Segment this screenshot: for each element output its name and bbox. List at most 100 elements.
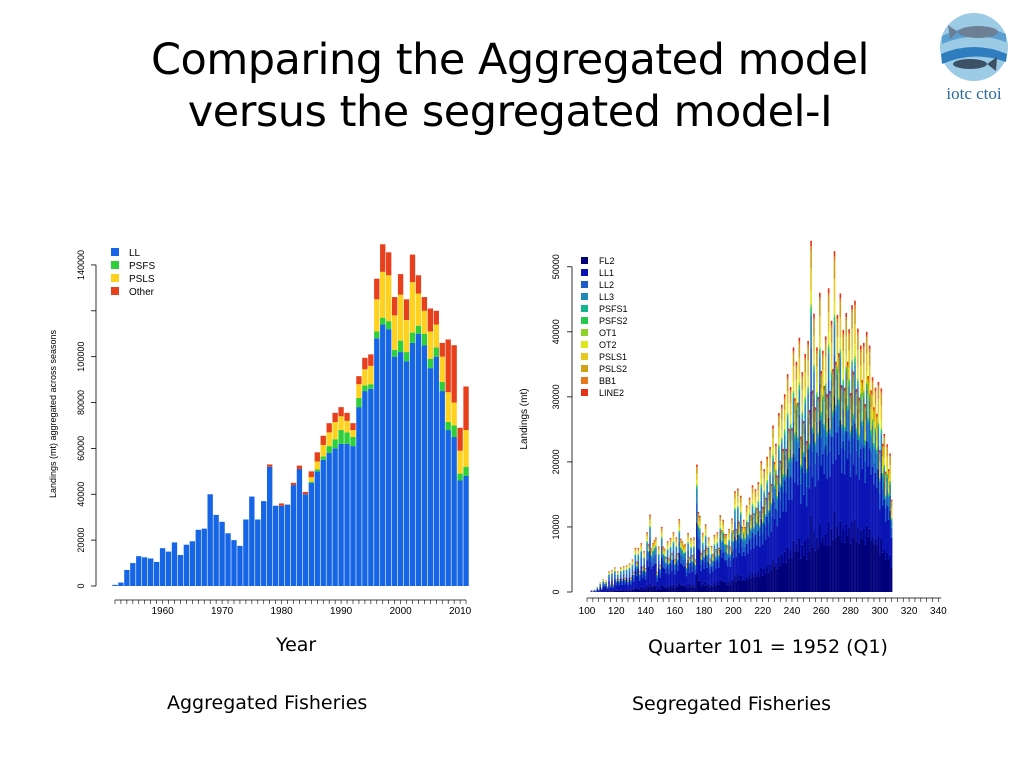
bar-segment-bb1 [782, 451, 785, 453]
bar-segment-psls2 [848, 336, 850, 351]
bar-segment-ll2 [835, 431, 837, 460]
bar-segment-psls2 [684, 545, 686, 548]
bar-segment-fl2 [839, 520, 842, 592]
bar-segment-bb1 [682, 545, 685, 547]
bar-segment-psfs1 [810, 311, 812, 316]
bar-segment-psfs2 [744, 538, 746, 540]
bar-segment-line2 [858, 397, 861, 401]
bar-segment-line2 [833, 251, 836, 257]
bar-segment-psls2 [839, 301, 842, 318]
bar-segment-ll1 [789, 476, 792, 550]
bar-segment-psls2 [640, 544, 643, 547]
bar-segment-ll3 [681, 550, 684, 557]
bar-segment-psfs2 [890, 518, 893, 520]
legend-swatch-bb1 [581, 377, 588, 384]
bar-segment-fl2 [656, 589, 659, 592]
bar-segment-psfs [356, 397, 362, 408]
bar-segment-ll1 [783, 480, 786, 552]
bar-segment-ot2 [819, 335, 821, 348]
bar-segment-ll3 [814, 446, 817, 464]
y-tick-label: 80000 [76, 390, 86, 415]
bar-segment-fl2 [726, 584, 729, 592]
bar-segment-ll3 [865, 389, 868, 411]
bar-segment-psfs2 [800, 465, 802, 468]
bar-segment-ll3 [802, 456, 805, 473]
bar-segment-ot1 [795, 402, 798, 405]
bar-segment-psls1 [737, 496, 739, 502]
bar-segment-ll2 [864, 461, 867, 483]
bar-segment-bb1 [810, 246, 812, 251]
bar-segment-bb1 [857, 332, 859, 336]
bar-segment-psfs1 [827, 350, 830, 354]
bar-segment-psfs2 [647, 551, 650, 552]
bar-segment-ll2 [862, 418, 865, 448]
bar-segment-ll2 [619, 574, 622, 579]
bar-segment-other [308, 471, 315, 478]
bar-segment-ll3 [886, 477, 889, 490]
bar-segment-psfs1 [783, 433, 786, 436]
bar-segment-psfs [391, 349, 398, 357]
bar-segment-ll1 [767, 536, 770, 573]
bar-segment-fl2 [855, 541, 858, 592]
bar-segment-psfs2 [821, 396, 824, 400]
bar-segment-ot2 [801, 402, 804, 412]
bar-segment-bb1 [734, 492, 736, 495]
bar-segment-psls1 [741, 531, 744, 536]
bar-segment-psfs1 [811, 431, 814, 434]
bar-segment-line2 [868, 345, 871, 350]
bar-segment-ll1 [835, 459, 837, 538]
bar-segment-bb1 [710, 546, 713, 548]
bar-segment-bb1 [739, 497, 742, 499]
bar-segment-line2 [694, 559, 697, 561]
legend-swatch-other [111, 287, 119, 295]
bar-segment-psfs1 [780, 441, 783, 444]
bar-segment-line2 [636, 561, 638, 562]
bar-segment-ll3 [690, 548, 692, 555]
bar-segment-psls2 [802, 425, 805, 435]
bar-segment-psfs [445, 422, 451, 431]
bar-segment-other [421, 297, 428, 311]
bar-segment-ll3 [824, 391, 827, 415]
bar-segment-fl2 [830, 528, 833, 592]
bar-segment-line2 [835, 361, 837, 366]
bar-segment-psls2 [659, 565, 662, 567]
bar-segment-ll3 [887, 496, 890, 507]
bar-segment-bb1 [881, 445, 884, 448]
bar-segment-psfs2 [819, 349, 821, 354]
bar-segment-ll2 [691, 566, 694, 572]
bar-segment-ll2 [839, 384, 842, 421]
bar-segment-fl2 [698, 580, 701, 592]
bar-segment-psls2 [870, 395, 872, 407]
bar-segment-ot2 [744, 535, 746, 538]
bar-segment-ll2 [633, 577, 635, 582]
bar-segment-psls [433, 324, 439, 348]
bar-segment-psfs2 [697, 525, 700, 527]
bar-segment-ll1 [660, 557, 663, 585]
bar-segment-ot1 [860, 392, 862, 395]
bar-segment-psls2 [769, 451, 771, 459]
bar-segment-line2 [663, 548, 666, 550]
bar-segment-ll3 [817, 438, 820, 457]
bar-segment-ll [463, 475, 469, 586]
bar-segment-ll [326, 452, 332, 586]
bar-segment-psfs2 [817, 434, 820, 437]
legend-swatch-psls [111, 274, 119, 282]
bar-segment-ot1 [696, 484, 698, 486]
bar-segment-psfs [463, 466, 469, 476]
bar-segment-bb1 [671, 553, 673, 555]
bar-segment-psls2 [631, 560, 634, 562]
bar-segment-psls1 [808, 424, 811, 436]
bar-segment-ll1 [671, 570, 673, 588]
bar-segment-fl2 [810, 514, 812, 592]
bar-segment-psls1 [653, 543, 656, 546]
bar-segment-ll [314, 471, 320, 586]
bar-segment-ll1 [829, 476, 831, 546]
bar-segment-psls2 [694, 560, 697, 562]
bar-segment-line2 [816, 347, 818, 352]
bar-segment-bb1 [634, 548, 637, 550]
bar-segment-ot2 [747, 531, 749, 535]
bar-segment-psfs2 [808, 444, 811, 447]
bar-segment-ot1 [881, 472, 884, 474]
bar-segment-ot1 [826, 430, 828, 433]
bar-segment-ll3 [870, 435, 872, 452]
